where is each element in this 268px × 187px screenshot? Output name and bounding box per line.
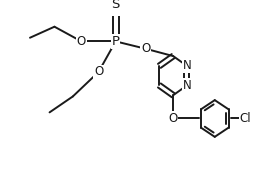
Text: S: S (111, 0, 120, 11)
Text: N: N (183, 59, 191, 72)
Text: O: O (94, 65, 103, 79)
Text: O: O (169, 112, 178, 125)
Text: N: N (183, 79, 191, 92)
Text: O: O (141, 42, 150, 55)
Text: O: O (77, 35, 86, 48)
Text: Cl: Cl (240, 112, 251, 125)
Text: P: P (112, 35, 120, 48)
